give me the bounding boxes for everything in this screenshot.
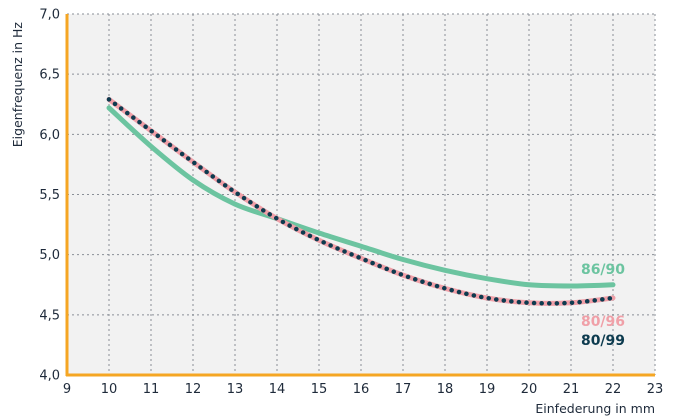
x-tick-label: 19 (479, 382, 496, 397)
series-labels: 86/90 80/96 80/99 (581, 262, 625, 349)
x-tick-label: 21 (563, 382, 580, 397)
x-axis-title: Einfederung in mm (535, 401, 655, 416)
x-tick-label: 14 (269, 382, 286, 397)
axes (65, 14, 655, 377)
y-axis-title: Eigenfrequenz in Hz (10, 22, 25, 148)
series-label-80-99: 80/99 (581, 333, 625, 349)
x-tick-label: 13 (227, 382, 244, 397)
y-tick-label: 6,0 (39, 128, 60, 143)
x-tick-label: 16 (353, 382, 370, 397)
y-tick-label: 4,0 (39, 369, 60, 384)
grid-lines (67, 13, 656, 375)
series-line-86-90 (106, 105, 616, 289)
y-tick-label: 6,5 (39, 68, 60, 83)
x-tick-label: 17 (395, 382, 412, 397)
x-tick-label: 15 (311, 382, 328, 397)
x-tick-label: 20 (521, 382, 538, 397)
x-tick-label: 10 (101, 382, 118, 397)
y-tick-label: 5,5 (39, 188, 60, 203)
series-line-80-99 (106, 97, 616, 306)
series-label-86-90: 86/90 (581, 262, 625, 278)
x-tick-label: 12 (185, 382, 202, 397)
y-tick-label: 5,0 (39, 248, 60, 263)
series-lines (106, 96, 616, 306)
x-tick-label: 22 (605, 382, 622, 397)
y-tick-label: 4,5 (39, 308, 60, 323)
x-tick-label: 23 (647, 382, 664, 397)
tick-labels: 9 10 11 12 13 14 15 16 17 18 19 20 21 22 23 4,0 4,5 5,0 5,… (39, 8, 663, 398)
series-label-80-96: 80/96 (581, 314, 625, 330)
x-tick-label: 9 (63, 382, 71, 397)
x-tick-label: 18 (437, 382, 454, 397)
y-tick-label: 7,0 (39, 8, 60, 23)
x-tick-label: 11 (143, 382, 160, 397)
